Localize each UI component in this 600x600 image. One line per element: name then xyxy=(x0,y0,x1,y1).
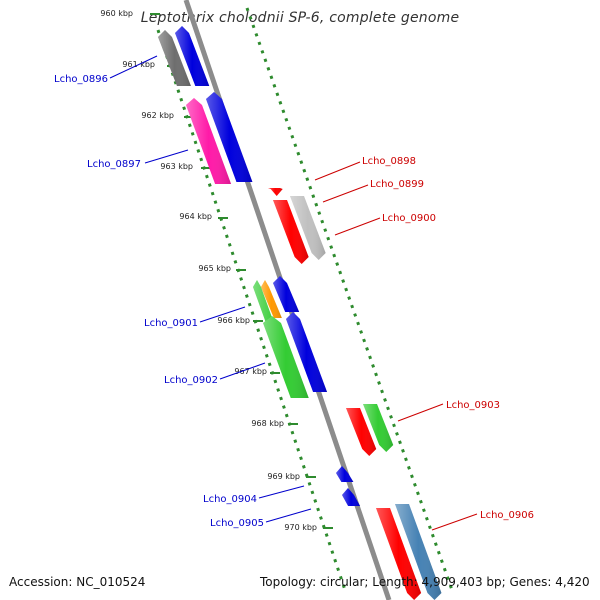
gene-label-lcho-0905[interactable]: Lcho_0905 xyxy=(210,518,264,529)
gene-shading xyxy=(268,188,283,196)
accession-text: Accession: NC_010524 xyxy=(9,575,146,589)
gene-shading xyxy=(376,508,422,600)
tick-label: 967 kbp xyxy=(234,367,267,376)
gene-label-lcho-0896[interactable]: Lcho_0896 xyxy=(54,74,108,85)
leader-line xyxy=(322,184,369,203)
gene-label-lcho-0904[interactable]: Lcho_0904 xyxy=(203,494,257,505)
leader-line xyxy=(397,403,444,422)
gene-shading xyxy=(158,30,191,86)
tick-labels: 960 kbp 961 kbp 962 kbp 963 kbp 964 kbp … xyxy=(100,9,317,532)
genes xyxy=(158,26,442,600)
tick-label: 966 kbp xyxy=(217,316,250,325)
leader-line xyxy=(314,161,361,181)
gene-shading xyxy=(273,200,309,264)
tick-label: 968 kbp xyxy=(251,419,284,428)
gene-label-lcho-0901[interactable]: Lcho_0901 xyxy=(144,318,198,329)
gene-shading xyxy=(290,196,326,260)
leader-line xyxy=(334,217,381,236)
gene-shading xyxy=(263,316,309,398)
leader-line xyxy=(265,508,312,523)
tick-label: 970 kbp xyxy=(284,523,317,532)
leader-lines xyxy=(109,55,478,531)
leader-line xyxy=(431,513,478,531)
gene-shading xyxy=(336,466,354,482)
leader-line xyxy=(258,485,305,499)
tick-label: 969 kbp xyxy=(267,472,300,481)
leader-line xyxy=(144,149,189,164)
tick-label: 963 kbp xyxy=(160,162,193,171)
gene-label-lcho-0903[interactable]: Lcho_0903 xyxy=(446,400,500,411)
gene-shading xyxy=(206,92,253,182)
gene-label-lcho-0900[interactable]: Lcho_0900 xyxy=(382,213,436,224)
leader-line xyxy=(109,55,158,79)
gene-label-lcho-0906[interactable]: Lcho_0906 xyxy=(480,510,534,521)
track-lines xyxy=(156,7,454,591)
tick-label: 964 kbp xyxy=(179,212,212,221)
gene-label-lcho-0902[interactable]: Lcho_0902 xyxy=(164,375,218,386)
leader-line xyxy=(219,362,266,380)
gene-shading xyxy=(286,312,328,392)
gene-shading xyxy=(346,408,377,456)
gene-shading xyxy=(273,276,300,312)
gene-label-lcho-0898[interactable]: Lcho_0898 xyxy=(362,156,416,167)
gene-label-lcho-0897[interactable]: Lcho_0897 xyxy=(87,159,141,170)
tick-label: 965 kbp xyxy=(198,264,231,273)
left-dotted-track xyxy=(156,29,347,591)
right-dotted-track xyxy=(245,7,454,591)
topology-text: Topology: circular; Length: 4,909,403 bp… xyxy=(260,575,590,589)
gene-shading xyxy=(342,488,361,506)
gene-shading xyxy=(175,26,210,86)
gene-shading xyxy=(186,98,232,184)
map-title: Leptothrix cholodnii SP-6, complete geno… xyxy=(140,10,460,26)
tick-label: 962 kbp xyxy=(141,111,174,120)
leader-line xyxy=(199,306,246,323)
gene-label-lcho-0899[interactable]: Lcho_0899 xyxy=(370,179,424,190)
gene-shading xyxy=(363,404,394,452)
gene-labels: Lcho_0896 Lcho_0897 Lcho_0898 Lcho_0899 … xyxy=(54,74,534,529)
gene-shading xyxy=(395,504,442,600)
gene-shading xyxy=(261,280,282,318)
tick-label: 960 kbp xyxy=(100,9,133,18)
